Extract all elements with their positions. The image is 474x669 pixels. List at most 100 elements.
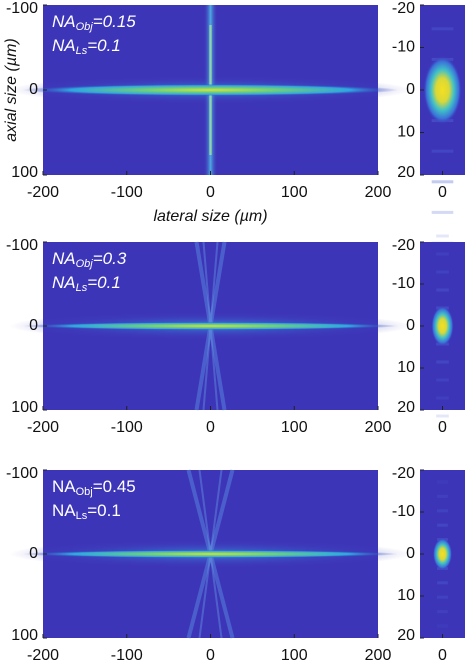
- annotation-value: =0.45: [93, 477, 136, 496]
- y-tick-label: 0: [406, 317, 415, 334]
- annotation-subscript: Obj: [76, 258, 94, 270]
- x-tick-label: 0: [438, 184, 447, 201]
- y-tick-label: 0: [406, 545, 415, 562]
- side-lobe: [431, 149, 454, 153]
- x-tick-label: 200: [365, 647, 392, 664]
- side-lobe: [437, 610, 448, 614]
- side-lobe: [437, 509, 448, 513]
- side-lobe: [437, 595, 448, 599]
- annotation-value: =0.1: [87, 501, 121, 520]
- annotation-subscript: Obj: [76, 486, 93, 498]
- annotation: NAObj=0.45: [52, 477, 136, 497]
- heatmap-panel: [420, 5, 465, 245]
- side-lobe: [436, 396, 449, 400]
- side-lobe: [437, 480, 448, 484]
- side-lobe: [436, 270, 449, 274]
- side-lobe: [431, 27, 454, 31]
- y-tick-label: 100: [11, 399, 38, 416]
- x-tick-label: -100: [111, 647, 143, 664]
- annotation-text: NA: [52, 477, 76, 496]
- annotation-subscript: Ls: [76, 45, 88, 57]
- x-tick-label: 100: [281, 419, 308, 436]
- y-axis-label: axial size (µm): [3, 38, 20, 141]
- focal-spot: [432, 538, 453, 570]
- y-tick-label: -100: [6, 0, 38, 17]
- y-tick-label: 10: [397, 124, 415, 141]
- side-lobe: [437, 624, 448, 628]
- annotation: NAObj=0.15: [52, 12, 136, 32]
- annotation-value: =0.1: [87, 273, 121, 292]
- y-tick-label: 100: [11, 627, 38, 644]
- side-lobe: [437, 581, 448, 585]
- x-tick-label: -200: [27, 647, 59, 664]
- y-tick-label: -10: [392, 39, 415, 56]
- y-tick-label: 20: [397, 164, 415, 181]
- y-tick-label: -100: [6, 465, 38, 482]
- x-tick-label: 0: [438, 419, 447, 436]
- y-tick-label: 100: [11, 164, 38, 181]
- annotation-text: NA: [52, 12, 76, 31]
- x-tick-label: 200: [365, 419, 392, 436]
- side-lobe: [436, 288, 449, 292]
- annotation: NALs=0.1: [52, 273, 121, 293]
- sheet-line: [22, 84, 399, 96]
- x-tick-label: 0: [206, 647, 215, 664]
- heatmap-panel: [9, 5, 412, 175]
- x-tick-label: -100: [111, 184, 143, 201]
- annotation-value: =0.1: [87, 36, 121, 55]
- heatmap-panel: [420, 234, 465, 418]
- y-tick-label: 10: [397, 359, 415, 376]
- side-lobe: [436, 360, 449, 364]
- x-tick-label: 0: [438, 647, 447, 664]
- annotation-value: =0.15: [93, 12, 137, 31]
- x-tick-label: -100: [111, 419, 143, 436]
- side-lobe: [436, 252, 449, 256]
- y-tick-label: 20: [397, 399, 415, 416]
- annotation-subscript: Obj: [76, 21, 94, 33]
- x-tick-label: -200: [27, 419, 59, 436]
- sheet-line: [22, 550, 399, 558]
- x-tick-label: 200: [365, 184, 392, 201]
- y-tick-label: 0: [29, 317, 38, 334]
- x-tick-label: -200: [27, 184, 59, 201]
- annotation-text: NA: [52, 249, 76, 268]
- side-lobe: [436, 234, 449, 238]
- side-lobe: [437, 494, 448, 498]
- y-tick-label: 0: [29, 545, 38, 562]
- x-tick-label: 100: [281, 647, 308, 664]
- side-lobe: [436, 378, 449, 382]
- focal-spot: [431, 306, 454, 346]
- sheet-line: [22, 322, 399, 330]
- y-tick-label: 0: [406, 81, 415, 98]
- side-lobe: [437, 523, 448, 527]
- x-axis-label: lateral size (µm): [153, 208, 267, 225]
- annotation: NALs=0.1: [52, 36, 121, 56]
- y-tick-label: 20: [397, 627, 415, 644]
- heatmap-panel: [9, 241, 412, 411]
- y-tick-label: -10: [392, 275, 415, 292]
- annotation-subscript: Ls: [76, 282, 88, 294]
- annotation-text: NA: [52, 36, 76, 55]
- x-tick-label: 0: [206, 419, 215, 436]
- y-tick-label: -100: [6, 237, 38, 254]
- focal-spot: [423, 56, 462, 124]
- annotation-subscript: Ls: [76, 510, 88, 522]
- annotation-text: NA: [52, 501, 76, 520]
- x-tick-label: 100: [281, 184, 308, 201]
- y-tick-label: -10: [392, 503, 415, 520]
- heatmap-panel: [9, 469, 412, 639]
- side-lobe: [436, 414, 449, 418]
- side-lobe: [431, 210, 454, 214]
- annotation-value: =0.3: [93, 249, 127, 268]
- y-tick-label: 0: [29, 81, 38, 98]
- side-lobe: [431, 180, 454, 184]
- y-tick-label: -20: [392, 0, 415, 17]
- annotation: NAObj=0.3: [52, 249, 127, 269]
- heatmap-panel: [420, 470, 465, 638]
- y-tick-label: -20: [392, 465, 415, 482]
- y-tick-label: -20: [392, 237, 415, 254]
- annotation-text: NA: [52, 273, 76, 292]
- x-tick-label: 0: [206, 184, 215, 201]
- annotation: NALs=0.1: [52, 501, 121, 521]
